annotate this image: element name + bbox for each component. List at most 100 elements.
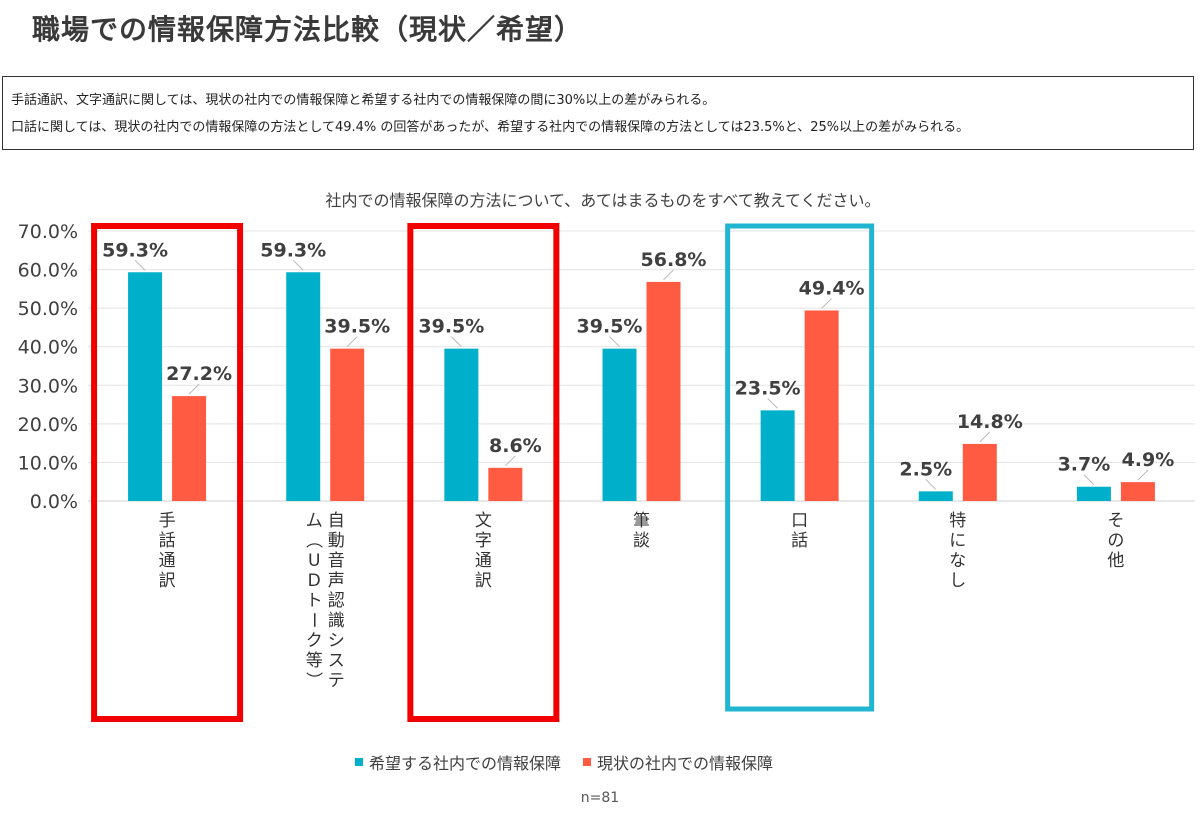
- category-label-char: ト: [306, 591, 323, 611]
- data-label: 27.2%: [166, 363, 232, 385]
- data-label: 49.4%: [799, 277, 865, 299]
- category-label-char: 口: [791, 511, 808, 531]
- bar-current: [646, 281, 681, 501]
- category-label-char: ク: [306, 631, 323, 651]
- data-label-leader: [505, 455, 516, 467]
- legend-item-wish: 希望する社内での情報保障: [355, 750, 561, 774]
- data-label: 39.5%: [324, 316, 390, 338]
- category-label-char: 他: [1107, 551, 1124, 571]
- data-label: 4.9%: [1122, 449, 1175, 471]
- category-label-char: D: [308, 571, 321, 591]
- data-label-leader: [346, 336, 358, 347]
- sample-size-note: n=81: [580, 790, 620, 806]
- category-label-char: 文: [475, 511, 492, 531]
- category-label-char: シ: [328, 631, 345, 651]
- category-label-char: 訳: [475, 571, 492, 591]
- legend-swatch-current: [583, 758, 592, 766]
- bar-current: [804, 310, 839, 501]
- y-tick-label: 10.0%: [18, 452, 78, 474]
- category-label-char: 識: [328, 611, 345, 631]
- legend-label-wish: 希望する社内での情報保障: [369, 754, 562, 773]
- data-label-leader: [292, 259, 304, 271]
- category-label-char: し: [949, 571, 966, 591]
- highlight-frame-red: [407, 223, 560, 722]
- page-title: 職場での情報保障方法比較（現状／希望）: [32, 13, 584, 46]
- legend-swatch-wish: [355, 758, 363, 766]
- data-label-leader: [663, 269, 674, 281]
- category-label-char: ー: [303, 612, 323, 629]
- category-label-char: テ: [328, 671, 345, 691]
- data-label-leader: [188, 383, 200, 395]
- category-label-char: 談: [633, 531, 650, 551]
- bar-wish: [444, 348, 479, 501]
- category-label-char: 音: [328, 551, 345, 571]
- data-label-leader: [451, 336, 462, 347]
- bar-wish: [128, 272, 163, 501]
- bar-wish: [286, 272, 321, 501]
- data-label: 2.5%: [899, 458, 952, 480]
- data-label: 59.3%: [260, 239, 326, 261]
- category-label-char: そ: [1107, 511, 1124, 531]
- data-label: 39.5%: [577, 316, 643, 338]
- legend-label-current: 現状の社内での情報保障: [597, 754, 774, 773]
- category-label-char: 通: [159, 551, 176, 571]
- category-label-char: 自: [328, 511, 345, 531]
- data-label: 3.7%: [1058, 454, 1111, 476]
- y-tick-label: 40.0%: [18, 337, 78, 359]
- category-label-char: 等: [306, 651, 323, 671]
- category-label-char: 動: [328, 531, 345, 551]
- y-tick-label: 50.0%: [18, 298, 78, 320]
- bar-current: [962, 443, 997, 501]
- summary-line-1: 手話通訳、文字通訳に関しては、現状の社内での情報保障と希望する社内での情報保障の…: [11, 93, 716, 108]
- category-label-char: 通: [475, 551, 492, 571]
- chart-title: 社内での情報保障の方法について、あてはまるものをすべて教えてください。: [325, 191, 880, 210]
- data-label: 23.5%: [735, 377, 801, 399]
- bar-current: [1120, 482, 1155, 501]
- bar-wish: [602, 348, 637, 501]
- bar-wish: [1076, 486, 1111, 501]
- y-tick-label: 20.0%: [18, 414, 78, 436]
- bar-current: [330, 348, 365, 501]
- category-label-char: 話: [159, 531, 176, 551]
- bar-current: [172, 396, 207, 501]
- category-label-char: U: [308, 551, 320, 571]
- summary-line-2: 口話に関しては、現状の社内での情報保障の方法として49.4% の回答があったが、…: [11, 120, 970, 135]
- data-label: 39.5%: [418, 316, 484, 338]
- data-label: 56.8%: [641, 249, 707, 271]
- category-label-char: 声: [328, 571, 345, 591]
- data-label-leader: [609, 336, 620, 347]
- bar-current: [488, 467, 523, 501]
- category-label-char: な: [949, 551, 966, 571]
- chart-legend: 希望する社内での情報保障 現状の社内での情報保障: [355, 750, 773, 774]
- category-label-char: 手: [159, 511, 176, 531]
- category-label-char: ム: [306, 511, 323, 531]
- data-label-leader: [134, 259, 146, 271]
- data-label-leader: [1137, 469, 1149, 481]
- y-tick-label: 70.0%: [18, 221, 78, 243]
- highlight-frame-red: [91, 223, 244, 722]
- category-label-char: 話: [791, 531, 808, 551]
- category-label-char: 認: [328, 591, 345, 611]
- legend-item-current: 現状の社内での情報保障: [583, 750, 773, 774]
- category-label-char: ス: [328, 651, 345, 671]
- data-label-leader: [925, 479, 937, 490]
- category-label-char: に: [949, 531, 966, 551]
- bar-chart: 社内での情報保障の方法について、あてはまるものをすべて教えてください。 0.0% 1…: [18, 191, 1195, 722]
- summary-box: 手話通訳、文字通訳に関しては、現状の社内での情報保障と希望する社内での情報保障の…: [2, 76, 1194, 150]
- bar-wish: [760, 410, 795, 501]
- y-tick-label: 60.0%: [18, 260, 78, 282]
- data-label-leader: [767, 398, 778, 409]
- data-label: 14.8%: [957, 411, 1023, 433]
- data-label-leader: [1083, 474, 1095, 486]
- highlight-frame-blue: [725, 223, 875, 712]
- category-label-char: の: [1107, 531, 1124, 551]
- category-label-char: 字: [475, 531, 492, 551]
- data-label: 59.3%: [102, 239, 168, 261]
- category-label-char: 特: [949, 511, 966, 531]
- bar-wish: [918, 491, 953, 501]
- data-label: 8.6%: [489, 435, 542, 457]
- category-label-char: 訳: [159, 571, 176, 591]
- category-label-char: ）: [303, 672, 323, 689]
- data-label-leader: [821, 298, 832, 309]
- category-label-char: （: [303, 532, 323, 549]
